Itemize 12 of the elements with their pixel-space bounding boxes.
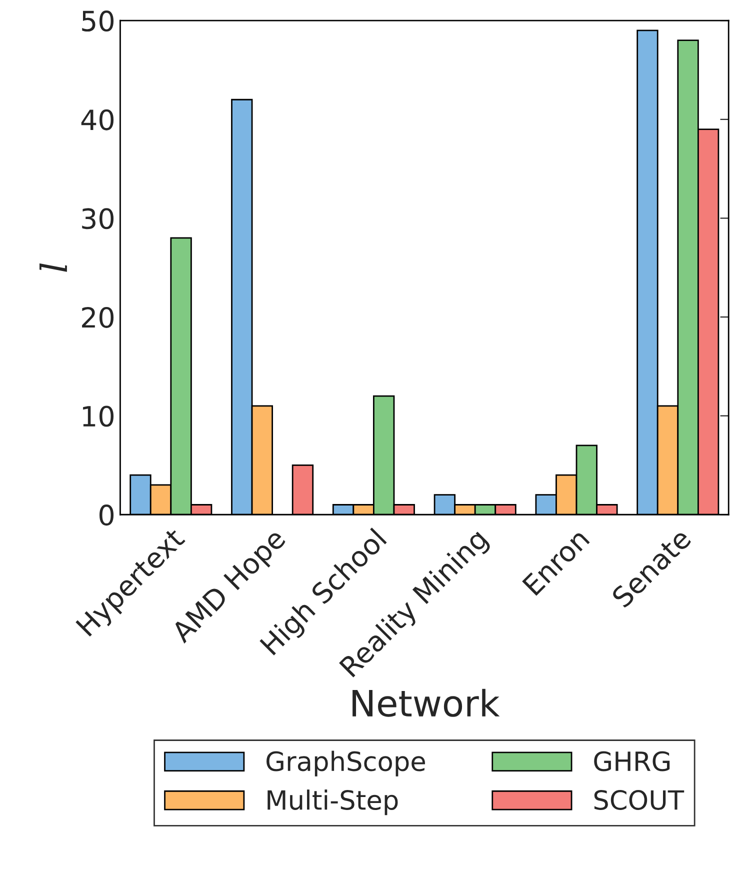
y-tick-label: 50 (82, 10, 114, 32)
y-tick-label: 10 (83, 406, 114, 427)
legend-label: GHRG (594, 751, 670, 772)
y-tick-label: 0 (100, 504, 114, 526)
y-tick-label: 40 (81, 109, 114, 130)
y-tick-label: 30 (82, 208, 114, 230)
x-axis-title: Network (352, 688, 500, 717)
legend-label: Multi-Step (268, 790, 398, 816)
y-tick-label: 20 (82, 306, 114, 328)
legend-label: SCOUT (594, 790, 684, 810)
legend-label: GraphScope (266, 750, 425, 776)
y-axis-title: l (40, 263, 67, 272)
